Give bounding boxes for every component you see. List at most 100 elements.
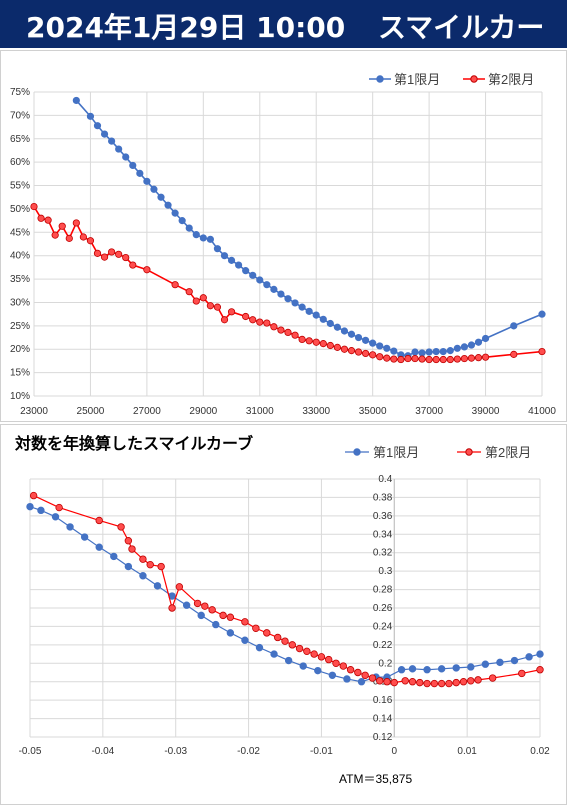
- data-point: [333, 343, 341, 351]
- data-point: [538, 310, 546, 318]
- data-point: [227, 308, 236, 316]
- legend-marker: [470, 75, 478, 83]
- data-point: [115, 145, 123, 153]
- data-point: [206, 235, 214, 243]
- data-point: [397, 355, 405, 364]
- data-point: [418, 349, 426, 357]
- data-point: [150, 185, 158, 193]
- data-point: [446, 347, 454, 355]
- data-point: [376, 353, 384, 361]
- data-point: [199, 294, 207, 302]
- data-point: [226, 629, 235, 637]
- data-point: [383, 678, 391, 686]
- data-point: [332, 659, 340, 667]
- x-tick-label: 35000: [359, 406, 387, 417]
- data-point: [227, 256, 236, 264]
- data-point: [206, 302, 214, 310]
- data-point: [263, 629, 271, 637]
- data-point: [510, 322, 518, 330]
- data-point: [171, 281, 179, 289]
- data-point: [270, 323, 278, 331]
- data-point: [66, 523, 74, 531]
- data-point: [445, 679, 453, 688]
- y-tick-label: 0.3: [378, 566, 392, 577]
- data-point: [446, 355, 454, 364]
- y-tick-label: 0.14: [373, 714, 393, 725]
- data-point: [277, 326, 285, 334]
- data-point: [383, 344, 391, 352]
- data-point: [298, 303, 306, 311]
- x-tick-label: 29000: [189, 406, 217, 417]
- data-point: [314, 666, 322, 675]
- data-point: [242, 267, 250, 275]
- data-point: [122, 153, 130, 161]
- data-point: [110, 552, 118, 561]
- data-point: [241, 618, 249, 626]
- data-point: [193, 599, 202, 608]
- data-point: [249, 316, 257, 324]
- data-point: [108, 137, 116, 145]
- data-point: [423, 679, 431, 688]
- data-point: [115, 250, 123, 258]
- data-point: [312, 338, 320, 346]
- data-point: [404, 354, 412, 363]
- data-point: [432, 355, 440, 364]
- data-point: [310, 650, 318, 658]
- data-point: [295, 644, 304, 653]
- data-point: [256, 318, 264, 326]
- data-point: [453, 355, 461, 363]
- data-point: [235, 261, 243, 269]
- data-point: [185, 288, 193, 296]
- data-point: [325, 655, 333, 664]
- data-point: [437, 665, 446, 673]
- data-point: [65, 234, 73, 242]
- data-point: [241, 636, 249, 644]
- data-point: [401, 677, 409, 685]
- data-point: [242, 312, 250, 321]
- data-point: [467, 677, 475, 685]
- data-point: [95, 543, 103, 551]
- data-point: [488, 674, 497, 682]
- data-point: [263, 281, 271, 289]
- data-point: [460, 354, 468, 363]
- data-point: [100, 253, 109, 261]
- data-point: [305, 307, 313, 315]
- y-tick-label: 0.28: [373, 585, 393, 596]
- data-point: [213, 245, 222, 253]
- y-tick-label: 30%: [10, 297, 30, 308]
- data-point: [220, 316, 229, 324]
- y-tick-label: 0.34: [373, 529, 393, 540]
- data-point: [347, 347, 356, 355]
- data-point: [255, 643, 264, 652]
- data-point: [357, 678, 366, 686]
- data-point: [55, 503, 63, 512]
- data-point: [390, 678, 398, 687]
- data-point: [136, 169, 144, 177]
- data-point: [171, 209, 179, 217]
- log-smile-curve-chart: 対数を年換算したスマイルカーブ -0.05 -0.04 -0.03 -0.02 -0.0…: [0, 424, 567, 805]
- data-point: [423, 666, 431, 674]
- y-tick-label: 0.2: [378, 658, 392, 669]
- data-point: [525, 653, 533, 661]
- data-point: [249, 271, 257, 279]
- y-tick-label: 40%: [10, 251, 30, 262]
- data-point: [343, 675, 351, 683]
- y-tick-label: 0.12: [373, 732, 393, 743]
- data-point: [128, 545, 136, 553]
- data-point: [164, 201, 172, 209]
- data-point: [197, 611, 205, 620]
- data-point: [124, 537, 133, 545]
- data-point: [298, 335, 306, 344]
- x-tick-label: 0.01: [457, 746, 477, 757]
- data-point: [303, 647, 311, 656]
- legend-marker: [376, 75, 384, 83]
- data-point: [467, 341, 476, 349]
- data-point: [30, 202, 38, 211]
- data-point: [146, 560, 154, 569]
- y-tick-label: 0.16: [373, 695, 393, 706]
- data-point: [86, 237, 95, 245]
- x-tick-label: 37000: [415, 406, 443, 417]
- data-point: [369, 339, 377, 347]
- data-point: [481, 353, 490, 361]
- data-point: [439, 347, 447, 356]
